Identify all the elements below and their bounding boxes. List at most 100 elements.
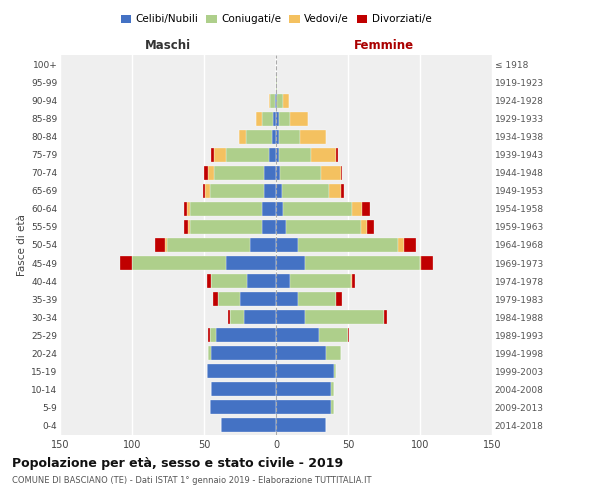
Bar — [276, 184, 282, 198]
Bar — [337, 292, 342, 306]
Bar — [272, 130, 276, 144]
Bar — [384, 310, 387, 324]
Bar — [226, 256, 276, 270]
Bar — [276, 328, 319, 342]
Bar — [398, 238, 404, 252]
Bar — [279, 130, 301, 144]
Bar — [247, 274, 276, 288]
Bar — [214, 166, 265, 180]
Bar — [282, 184, 329, 198]
Bar — [215, 328, 276, 342]
Bar — [283, 202, 352, 216]
Bar — [250, 238, 276, 252]
Bar — [262, 202, 276, 216]
Bar — [276, 166, 280, 180]
Bar — [230, 310, 244, 324]
Bar — [208, 166, 214, 180]
Bar — [279, 112, 290, 126]
Bar — [352, 274, 355, 288]
Bar — [298, 292, 337, 306]
Bar — [262, 112, 273, 126]
Bar — [320, 166, 341, 180]
Bar — [276, 94, 277, 108]
Bar — [279, 148, 311, 162]
Bar — [290, 112, 308, 126]
Bar — [207, 274, 211, 288]
Bar — [203, 184, 205, 198]
Bar — [190, 220, 262, 234]
Bar — [210, 400, 276, 414]
Bar — [229, 310, 230, 324]
Bar — [212, 292, 218, 306]
Bar — [276, 238, 298, 252]
Bar — [276, 346, 326, 360]
Bar — [337, 148, 338, 162]
Bar — [188, 220, 190, 234]
Bar — [283, 94, 289, 108]
Bar — [276, 418, 326, 432]
Bar — [240, 292, 276, 306]
Text: COMUNE DI BASCIANO (TE) - Dati ISTAT 1° gennaio 2019 - Elaborazione TUTTITALIA.I: COMUNE DI BASCIANO (TE) - Dati ISTAT 1° … — [12, 476, 371, 485]
Bar — [305, 256, 420, 270]
Bar — [207, 364, 276, 378]
Bar — [319, 328, 348, 342]
Bar — [276, 202, 283, 216]
Bar — [276, 76, 277, 90]
Bar — [211, 382, 276, 396]
Bar — [352, 202, 362, 216]
Legend: Celibi/Nubili, Coniugati/e, Vedovi/e, Divorziati/e: Celibi/Nubili, Coniugati/e, Vedovi/e, Di… — [116, 10, 436, 29]
Bar — [256, 112, 262, 126]
Bar — [420, 256, 421, 270]
Bar — [276, 382, 331, 396]
Bar — [276, 148, 279, 162]
Bar — [269, 94, 270, 108]
Bar — [275, 94, 276, 108]
Bar — [276, 274, 290, 288]
Bar — [367, 220, 374, 234]
Bar — [331, 400, 334, 414]
Bar — [205, 184, 210, 198]
Bar — [269, 148, 276, 162]
Bar — [214, 148, 226, 162]
Bar — [246, 130, 272, 144]
Bar — [262, 220, 276, 234]
Bar — [226, 148, 269, 162]
Bar — [210, 328, 215, 342]
Text: Maschi: Maschi — [145, 40, 191, 52]
Bar — [276, 310, 305, 324]
Bar — [404, 238, 416, 252]
Bar — [276, 364, 334, 378]
Bar — [273, 112, 276, 126]
Bar — [167, 238, 250, 252]
Bar — [341, 184, 344, 198]
Bar — [270, 94, 275, 108]
Bar — [305, 310, 384, 324]
Bar — [132, 256, 226, 270]
Bar — [362, 202, 370, 216]
Text: Popolazione per età, sesso e stato civile - 2019: Popolazione per età, sesso e stato civil… — [12, 458, 343, 470]
Bar — [301, 130, 326, 144]
Bar — [280, 166, 320, 180]
Bar — [277, 94, 283, 108]
Bar — [211, 346, 276, 360]
Bar — [351, 274, 352, 288]
Bar — [190, 202, 262, 216]
Bar — [121, 256, 132, 270]
Bar — [276, 130, 279, 144]
Bar — [184, 202, 187, 216]
Bar — [341, 166, 342, 180]
Bar — [348, 328, 349, 342]
Bar — [329, 184, 341, 198]
Bar — [244, 310, 276, 324]
Bar — [221, 418, 276, 432]
Bar — [155, 238, 165, 252]
Y-axis label: Fasce di età: Fasce di età — [17, 214, 27, 276]
Bar — [211, 148, 214, 162]
Bar — [276, 112, 279, 126]
Bar — [239, 130, 246, 144]
Bar — [334, 364, 337, 378]
Bar — [208, 328, 210, 342]
Bar — [361, 220, 367, 234]
Bar — [165, 238, 167, 252]
Bar — [187, 202, 190, 216]
